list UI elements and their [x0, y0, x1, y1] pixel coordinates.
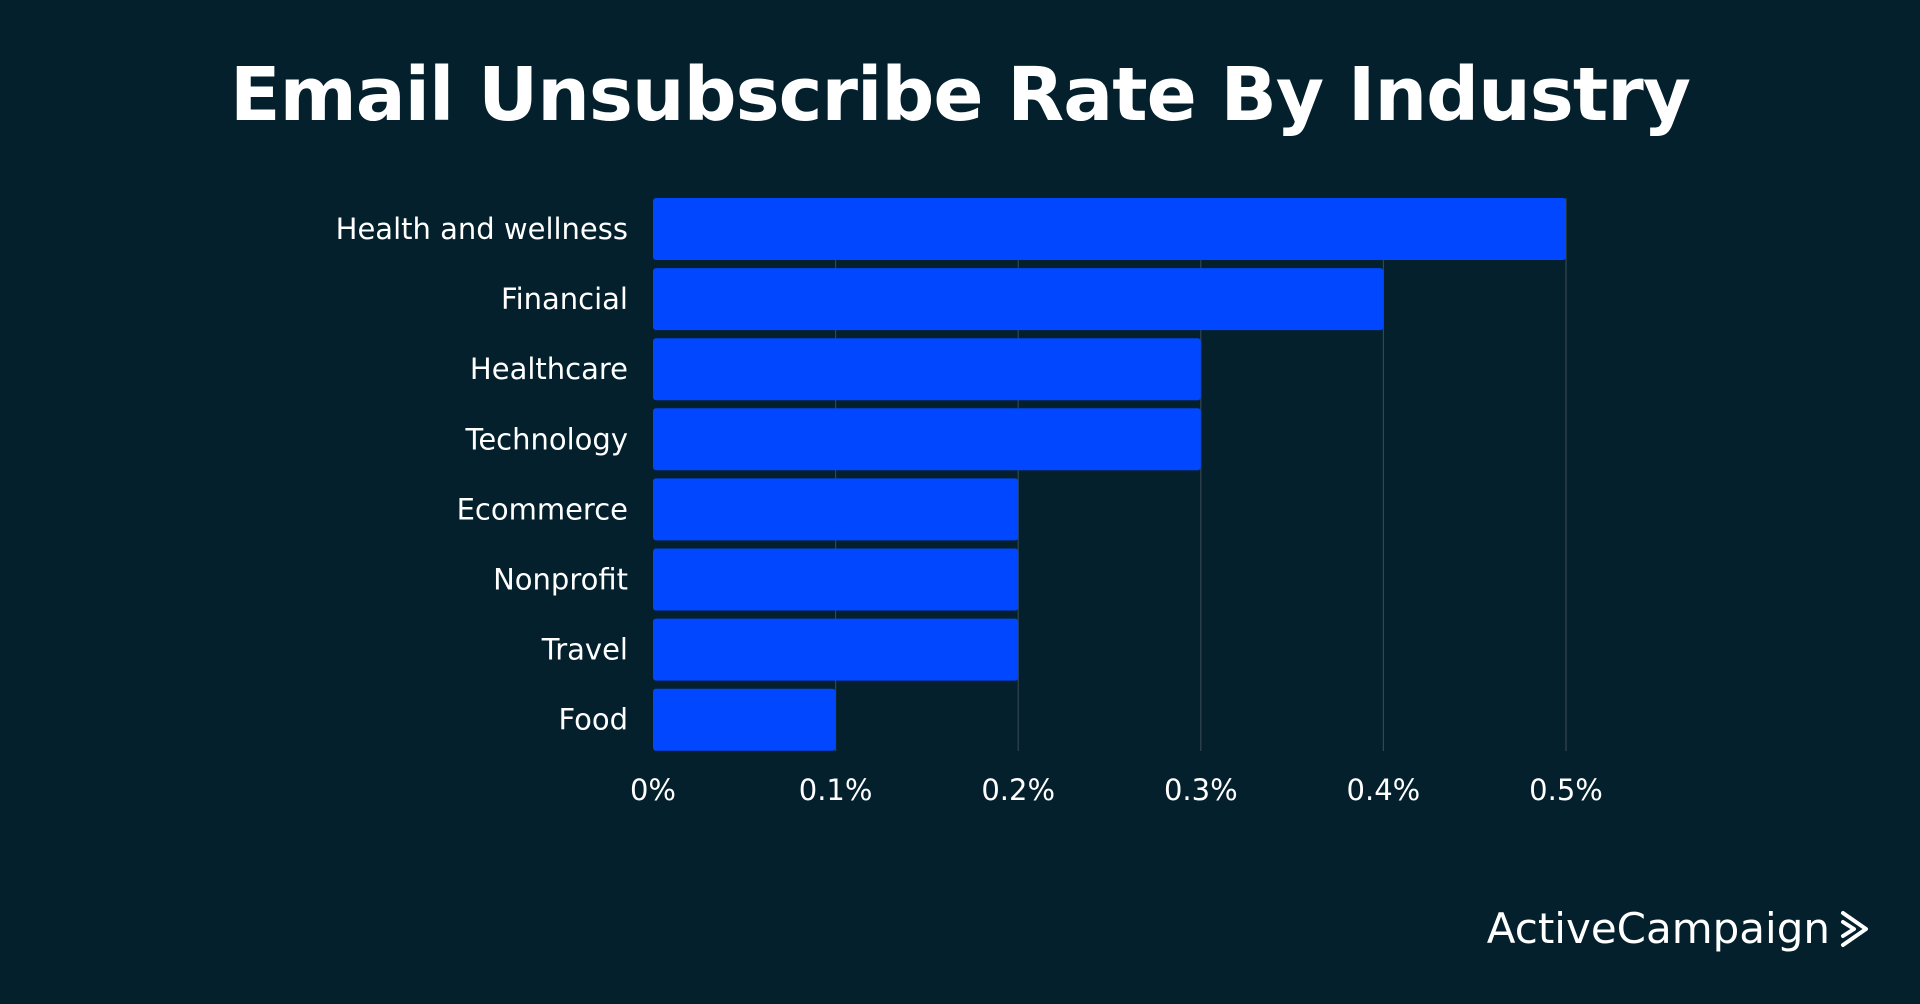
bar — [653, 688, 836, 751]
chevron-right-icon — [1840, 910, 1870, 948]
x-tick-label: 0.3% — [1164, 773, 1238, 807]
category-label: Financial — [501, 282, 628, 316]
category-labels: Health and wellness Financial Healthcare Te… — [336, 212, 628, 737]
category-label: Technology — [465, 422, 628, 456]
bar — [653, 408, 1201, 471]
category-label: Healthcare — [470, 352, 628, 386]
bars — [653, 198, 1566, 751]
bar — [653, 268, 1384, 331]
bar — [653, 338, 1201, 401]
category-label: Ecommerce — [457, 492, 628, 526]
brand-logo-text: ActiveCampaign — [1486, 904, 1830, 953]
bar — [653, 618, 1019, 681]
category-label: Health and wellness — [336, 212, 628, 246]
category-label: Nonprofit — [493, 563, 628, 597]
chart-title: Email Unsubscribe Rate By Industry — [230, 52, 1691, 138]
x-tick-label: 0% — [630, 773, 676, 807]
bar — [653, 548, 1019, 611]
brand-logo: ActiveCampaign — [1487, 904, 1870, 953]
x-tick-label: 0.5% — [1529, 773, 1603, 807]
bar — [653, 198, 1566, 260]
x-tick-label: 0.4% — [1347, 773, 1421, 807]
category-label: Travel — [541, 633, 628, 667]
x-tick-label: 0.1% — [799, 773, 873, 807]
x-tick-label: 0.2% — [981, 773, 1055, 807]
bar — [653, 478, 1019, 541]
category-label: Food — [558, 703, 628, 737]
x-axis-ticks: 0% 0.1% 0.2% 0.3% 0.4% 0.5% — [630, 773, 1603, 807]
